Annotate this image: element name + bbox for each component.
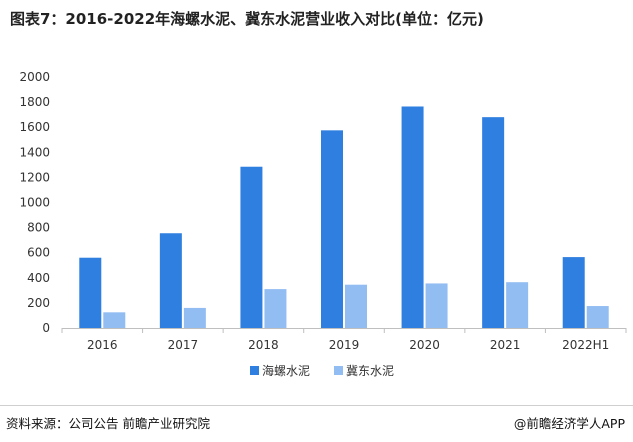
- bar-conch-2019: [321, 130, 343, 328]
- x-tick-label: 2020: [409, 338, 440, 352]
- y-tick-label: 200: [27, 296, 50, 310]
- y-tick-label: 2000: [19, 70, 50, 84]
- bar-jidong-2020: [425, 283, 448, 328]
- bar-conch-2021: [482, 117, 505, 328]
- y-tick-label: 800: [27, 221, 50, 235]
- y-tick-label: 400: [27, 271, 50, 285]
- legend-label: 海螺水泥: [262, 363, 310, 378]
- legend-swatch: [250, 366, 259, 375]
- y-tick-label: 1400: [19, 145, 50, 159]
- bar-conch-2016: [79, 257, 102, 328]
- x-tick-label: 2018: [248, 338, 279, 352]
- source-note: 资料来源：公司公告 前瞻产业研究院: [6, 416, 210, 431]
- bar-jidong-2019: [345, 284, 367, 328]
- bar-conch-2017: [159, 233, 182, 328]
- x-tick-label: 2019: [329, 338, 360, 352]
- bar-conch-2020: [401, 106, 424, 329]
- x-tick-label: 2016: [87, 338, 118, 352]
- y-tick-label: 600: [27, 246, 50, 260]
- legend-swatch: [334, 366, 343, 375]
- footer-divider: [0, 405, 633, 406]
- bar-conch-2022H1: [562, 257, 585, 328]
- legend-label: 冀东水泥: [346, 364, 394, 378]
- bar-jidong-2021: [506, 282, 529, 328]
- y-tick-label: 0: [42, 321, 50, 335]
- y-axis: 0 200 400 600 800 1000 1200 1400 1600 1800 2000: [19, 70, 50, 335]
- credit-note: @前瞻经济学人APP: [513, 416, 625, 431]
- bar-conch-2018: [240, 166, 263, 328]
- x-tick-label: 2017: [168, 338, 199, 352]
- bar-jidong-2022H1: [586, 306, 609, 328]
- y-tick-label: 1600: [19, 120, 50, 134]
- chart-title: 图表7：2016-2022年海螺水泥、冀东水泥营业收入对比(单位：亿元): [10, 10, 484, 28]
- x-axis: 2016 2017 2018 2019 2020 2021 2022H1: [61, 328, 627, 352]
- legend: 海螺水泥 冀东水泥: [250, 363, 394, 378]
- x-tick-label: 2021: [490, 338, 521, 352]
- bars: [79, 106, 609, 329]
- bar-jidong-2017: [183, 307, 206, 328]
- y-tick-label: 1000: [19, 196, 50, 210]
- bar-jidong-2018: [264, 289, 287, 328]
- bar-jidong-2016: [103, 312, 126, 328]
- y-tick-label: 1800: [19, 95, 50, 109]
- y-tick-label: 1200: [19, 170, 50, 184]
- x-tick-label: 2022H1: [562, 338, 609, 352]
